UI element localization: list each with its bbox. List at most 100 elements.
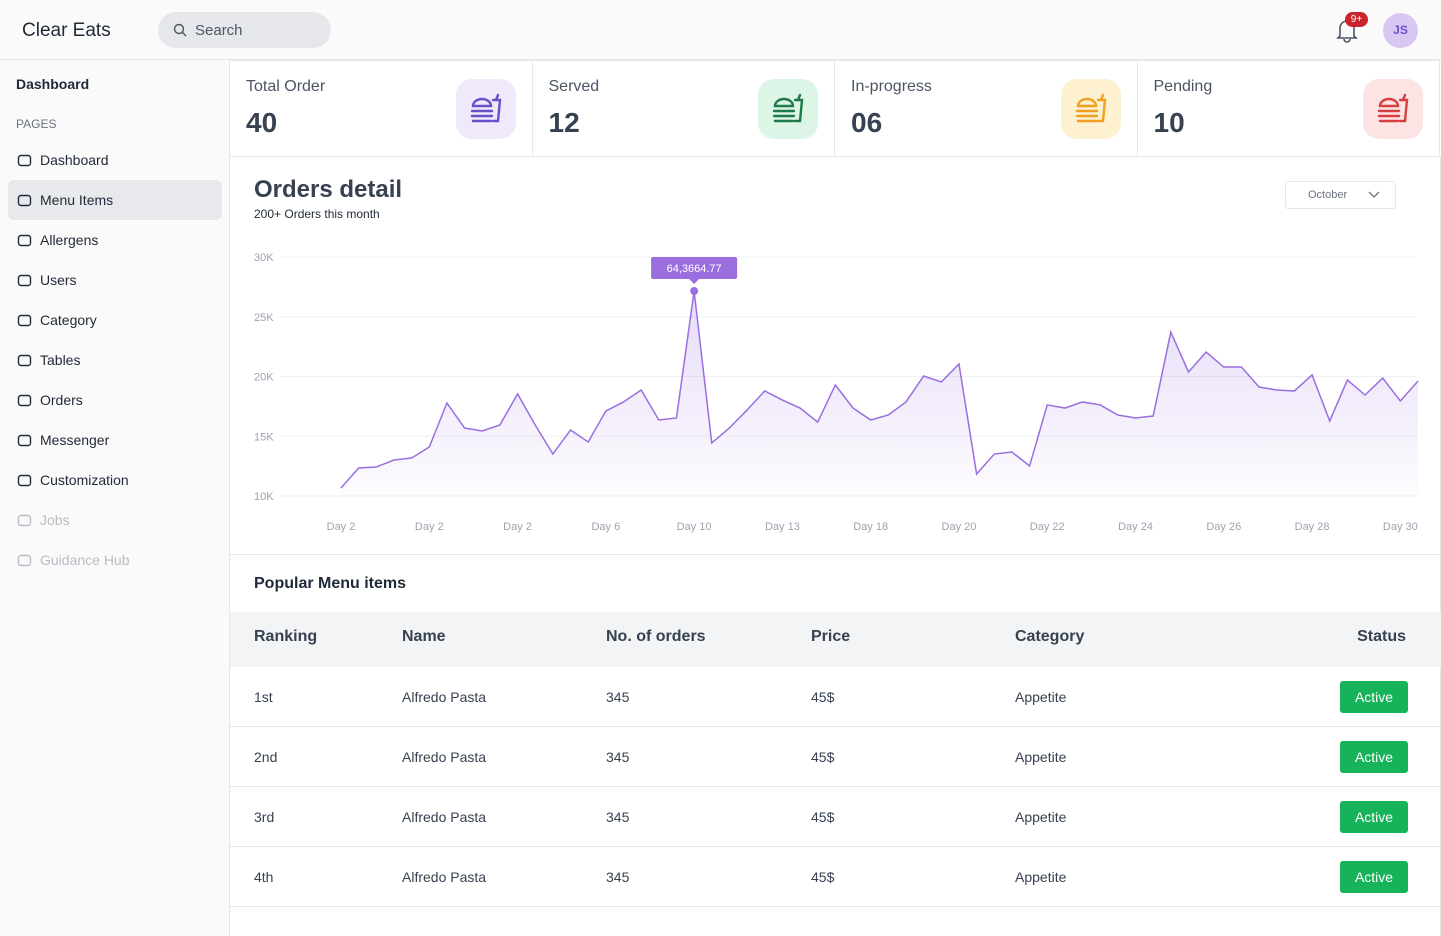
nav-label: Guidance Hub bbox=[40, 552, 130, 568]
nav-item[interactable]: Dashboard bbox=[8, 140, 222, 180]
status-button[interactable]: Active bbox=[1340, 801, 1408, 833]
status-button[interactable]: Active bbox=[1340, 861, 1408, 893]
y-tick-label: 15K bbox=[254, 431, 274, 443]
cell: 1st bbox=[254, 689, 273, 705]
nav-label: Dashboard bbox=[40, 152, 109, 168]
tooltip-text: 64,3664.77 bbox=[667, 263, 722, 275]
stat-icon bbox=[1060, 79, 1121, 139]
tooltip-arrow bbox=[689, 279, 700, 285]
brand: Clear Eats bbox=[22, 20, 111, 41]
stat-label: Pending bbox=[1153, 78, 1213, 95]
nav-icon bbox=[17, 234, 32, 247]
x-tick-label: Day 13 bbox=[765, 521, 800, 533]
stat-label: Total Order bbox=[246, 78, 326, 95]
chart-title: Orders detail bbox=[254, 176, 403, 203]
stat-icon bbox=[1363, 79, 1423, 139]
column-header: No. of orders bbox=[606, 628, 706, 645]
nav-item[interactable]: Messenger bbox=[8, 420, 222, 460]
nav-icon bbox=[17, 394, 32, 407]
stat-value: 06 bbox=[851, 107, 883, 138]
column-header: Price bbox=[811, 628, 851, 645]
nav-item[interactable]: Menu Items bbox=[8, 180, 222, 220]
food-icon bbox=[772, 93, 804, 123]
row-divider bbox=[230, 846, 1441, 847]
nav-label: Category bbox=[40, 312, 97, 328]
food-icon bbox=[1075, 93, 1106, 123]
nav-item[interactable]: Customization bbox=[8, 460, 222, 500]
stat-card: In-progress 06 bbox=[835, 60, 1138, 157]
nav-item[interactable]: Allergens bbox=[8, 220, 222, 260]
cell: Appetite bbox=[1015, 869, 1067, 885]
cell: Alfredo Pasta bbox=[402, 809, 487, 825]
cell: Appetite bbox=[1015, 749, 1067, 765]
stat-card: Served 12 bbox=[532, 60, 835, 157]
cell: 45$ bbox=[811, 869, 835, 885]
cell: 345 bbox=[606, 749, 630, 765]
sidebar: Dashboard PAGES Dashboard Menu Items Aller… bbox=[0, 60, 230, 936]
x-tick-label: Day 2 bbox=[503, 521, 532, 533]
column-header: Status bbox=[1357, 628, 1406, 645]
cell: 345 bbox=[606, 689, 630, 705]
nav-item: Guidance Hub bbox=[8, 540, 222, 580]
x-tick-label: Day 28 bbox=[1295, 521, 1330, 533]
cell: 4th bbox=[254, 869, 274, 885]
nav-item[interactable]: Tables bbox=[8, 340, 222, 380]
table-title: Popular Menu items bbox=[254, 575, 407, 592]
cell: Alfredo Pasta bbox=[402, 869, 487, 885]
nav-icon bbox=[17, 474, 32, 487]
cell: 3rd bbox=[254, 809, 275, 825]
row-divider bbox=[230, 786, 1441, 787]
search-box[interactable]: Search bbox=[158, 12, 331, 48]
stat-value: 40 bbox=[246, 107, 278, 138]
cell: Alfredo Pasta bbox=[402, 689, 487, 705]
nav-item[interactable]: Category bbox=[8, 300, 222, 340]
y-tick-label: 30K bbox=[254, 252, 274, 264]
food-icon bbox=[1377, 93, 1409, 123]
nav-label: Orders bbox=[40, 392, 83, 408]
section-label: PAGES bbox=[16, 117, 57, 131]
dropdown-text: October bbox=[1308, 189, 1348, 201]
x-tick-label: Day 24 bbox=[1118, 521, 1153, 533]
avatar[interactable]: JS bbox=[1383, 13, 1418, 48]
nav-label: Menu Items bbox=[40, 192, 114, 208]
stat-card: Total Order 40 bbox=[230, 60, 533, 157]
chevron bbox=[1368, 191, 1380, 198]
food-icon bbox=[470, 93, 501, 123]
stat-icon bbox=[455, 79, 516, 139]
x-tick-label: Day 2 bbox=[415, 521, 444, 533]
cell: 45$ bbox=[811, 749, 835, 765]
month-dropdown[interactable]: October bbox=[1285, 181, 1396, 209]
peak-point bbox=[690, 287, 699, 296]
stat-label: Served bbox=[548, 78, 600, 95]
cell: 345 bbox=[606, 869, 630, 885]
table-header-bg bbox=[230, 612, 1441, 667]
x-tick-label: Day 2 bbox=[327, 521, 356, 533]
nav-item: Jobs bbox=[8, 500, 222, 540]
nav-icon bbox=[17, 514, 32, 527]
nav-item[interactable]: Users bbox=[8, 260, 222, 300]
status-button[interactable]: Active bbox=[1340, 741, 1408, 773]
nav-item[interactable]: Orders bbox=[8, 380, 222, 420]
status-button[interactable]: Active bbox=[1340, 681, 1408, 713]
sidebar-top[interactable]: Dashboard bbox=[16, 76, 90, 92]
stat-label: In-progress bbox=[851, 78, 932, 95]
nav-label: Users bbox=[40, 272, 77, 288]
nav-label: Allergens bbox=[40, 232, 99, 248]
y-tick-label: 25K bbox=[254, 312, 274, 324]
cell: 45$ bbox=[811, 809, 835, 825]
header: Clear Eats Search 9+ JS bbox=[0, 0, 1441, 60]
row-divider bbox=[230, 726, 1441, 727]
stat-icon bbox=[758, 79, 818, 139]
nav-label: Messenger bbox=[40, 432, 110, 448]
x-tick-label: Day 10 bbox=[677, 521, 712, 533]
nav-icon bbox=[17, 194, 32, 207]
cell: Alfredo Pasta bbox=[402, 749, 487, 765]
nav-icon bbox=[17, 354, 32, 367]
nav-label: Jobs bbox=[40, 512, 70, 528]
x-tick-label: Day 26 bbox=[1206, 521, 1241, 533]
search-icon bbox=[173, 23, 187, 37]
search-placeholder: Search bbox=[195, 22, 243, 39]
cell: Appetite bbox=[1015, 689, 1067, 705]
